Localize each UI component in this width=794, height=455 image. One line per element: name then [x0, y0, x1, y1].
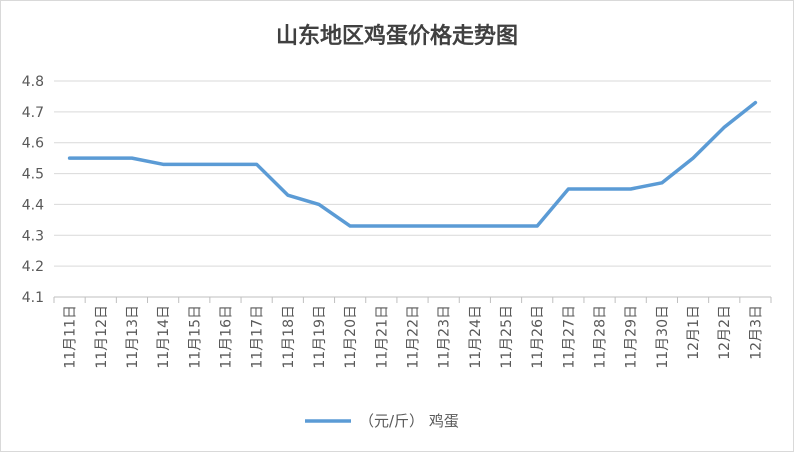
legend-label: （元/斤） 鸡蛋 [359, 412, 459, 430]
x-tick-label: 11月16日 [218, 305, 234, 369]
x-tick-label: 11月11日 [63, 305, 79, 369]
x-tick-label: 12月3日 [748, 305, 764, 360]
y-tick-label: 4.3 [22, 228, 44, 244]
x-tick-label: 11月29日 [624, 305, 640, 369]
legend: （元/斤） 鸡蛋 [305, 412, 459, 430]
series-line [67, 100, 758, 228]
x-tick-label: 11月28日 [593, 305, 609, 369]
x-tick-label: 11月15日 [187, 305, 203, 369]
y-tick-label: 4.2 [22, 259, 44, 275]
x-tick-label: 11月23日 [437, 305, 453, 369]
x-tick-label: 11月26日 [530, 305, 546, 369]
y-tick-label: 4.7 [22, 105, 44, 121]
y-axis: 4.1 4.2 4.3 4.4 4.5 4.6 4.7 4.8 [22, 74, 44, 306]
y-tick-label: 4.1 [22, 290, 44, 306]
x-tick-label: 11月19日 [312, 305, 328, 369]
x-tick-label: 11月21日 [374, 305, 390, 369]
y-tick-label: 4.6 [22, 136, 44, 152]
x-tick-label: 11月14日 [156, 305, 172, 369]
gridlines [54, 80, 771, 267]
x-tick-label: 12月1日 [686, 305, 702, 360]
x-tick-label: 11月12日 [94, 305, 110, 369]
x-tick-label: 11月13日 [125, 305, 141, 369]
x-tick-label: 11月30日 [655, 305, 671, 369]
x-tick-label: 11月24日 [468, 305, 484, 369]
x-tick-label: 12月2日 [717, 305, 733, 360]
x-tick-label: 11月18日 [281, 305, 297, 369]
y-tick-label: 4.4 [22, 197, 44, 213]
chart-title: 山东地区鸡蛋价格走势图 [276, 23, 518, 49]
series-group [67, 100, 758, 228]
y-tick-label: 4.5 [22, 167, 44, 183]
x-tick-label: 11月20日 [343, 305, 359, 369]
x-tick-label: 11月25日 [499, 305, 515, 369]
x-tick-label: 11月22日 [406, 305, 422, 369]
y-tick-label: 4.8 [22, 74, 44, 90]
x-tick-label: 11月17日 [250, 305, 266, 369]
x-axis: 11月11日 11月12日 11月13日 11月14日 11月15日 11月16日 11月1… [53, 296, 772, 369]
x-tick-label: 11月27日 [561, 305, 577, 369]
